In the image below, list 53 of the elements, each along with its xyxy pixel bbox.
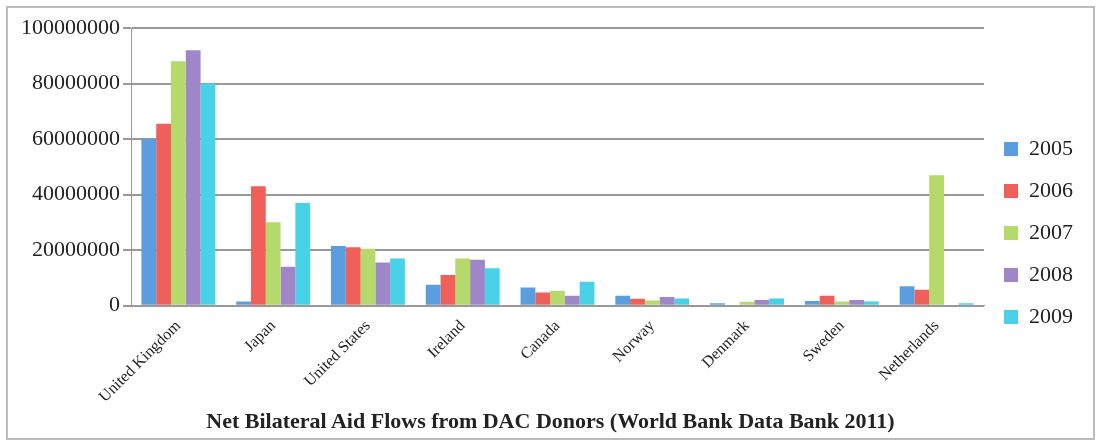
bar [345,247,361,305]
bar [470,259,485,305]
y-tick-label: 0 [109,291,120,317]
bar [674,298,690,305]
legend-label: 2009 [1029,302,1073,328]
bar [330,245,346,305]
bar [156,123,171,305]
bar [280,266,296,305]
bar [520,287,536,305]
y-tick-label: 80000000 [32,69,120,95]
bar [250,186,266,305]
bar [849,300,865,305]
bar [265,222,281,305]
bar [644,300,660,305]
bar [899,286,915,305]
bar [295,202,311,305]
bar [804,300,820,305]
legend-label: 2008 [1029,260,1073,286]
bar [929,175,944,305]
bar [630,298,645,305]
bar [171,61,186,305]
y-tick-label: 40000000 [32,180,120,206]
bar [484,268,500,305]
bar [375,262,391,305]
bar [200,83,216,305]
y-tick-label: 20000000 [32,235,120,261]
legend-label: 2005 [1029,134,1073,160]
bar [390,258,405,305]
bar [615,295,631,305]
bar [455,258,471,305]
bar [834,301,850,305]
bar [425,284,441,305]
bar [914,289,930,305]
y-tick-label: 60000000 [32,124,120,150]
legend-label: 2007 [1029,218,1073,244]
bar [579,281,595,305]
bar [185,50,201,305]
bar [360,248,376,305]
bar [754,300,770,305]
bar [769,298,785,305]
bar [564,295,580,305]
legend-label: 2006 [1029,176,1073,202]
bar [739,301,755,305]
bar [141,139,157,305]
bar [440,275,456,305]
bar [550,290,565,305]
bar [236,301,251,305]
text: Net Bilateral Aid Flows from DAC Donors (World Bank Data Bank 2011) [206,408,895,434]
y-tick-label: 100000000 [21,13,120,39]
bar [864,301,879,305]
bar [659,297,675,305]
bar [535,292,551,305]
bar [819,295,835,305]
